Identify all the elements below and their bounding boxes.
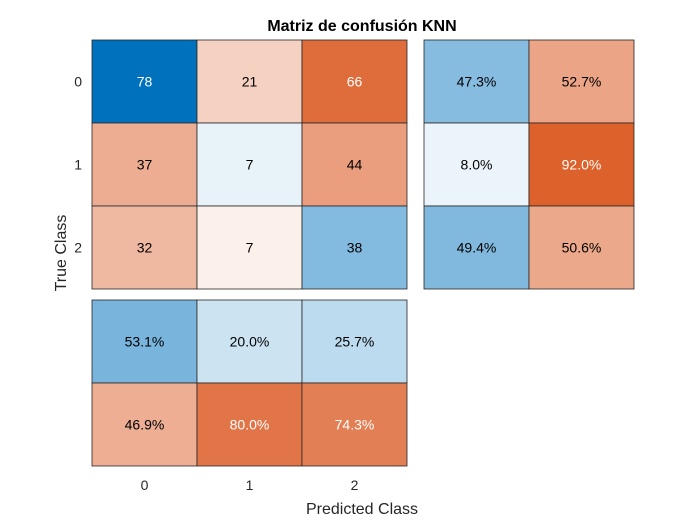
- column-summary-cell-0-0-label: 53.1%: [125, 334, 165, 350]
- y-tick-label: 0: [74, 74, 82, 90]
- row-summary-matrix: 47.3% 52.7% 8.0% 92.0% 49.4% 50.6%: [423, 39, 635, 290]
- column-summary-cell-1-1-label: 80.0%: [230, 417, 270, 433]
- column-summary-cell-0-0: [91, 299, 198, 384]
- row-summary-cell-1-1-label: 92.0%: [562, 157, 602, 173]
- x-tick-label: 0: [141, 477, 149, 493]
- row-summary-cell-0-1-label: 52.7%: [562, 74, 602, 90]
- confusion-matrix: 78 21 66 37 7 44 32 7 38: [91, 39, 408, 290]
- confusion-cell-2-2-label: 38: [347, 240, 363, 256]
- column-summary-cell-1-0-label: 46.9%: [125, 417, 165, 433]
- confusion-cell-1-2: [301, 122, 408, 207]
- row-summary-cell-2-1-label: 50.6%: [562, 240, 602, 256]
- chart-title: Matriz de confusión KNN: [267, 18, 456, 35]
- x-axis-ticks: 0 1 2: [141, 477, 359, 493]
- column-summary-cell-1-1: [196, 382, 303, 467]
- confusion-cell-0-2: [301, 39, 408, 124]
- row-summary-cell-0-0-label: 47.3%: [457, 74, 497, 90]
- row-summary-cell-0-1: [528, 39, 635, 124]
- y-tick-label: 2: [74, 240, 82, 256]
- column-summary-cell-0-2: [301, 299, 408, 384]
- column-summary-cell-0-1: [196, 299, 303, 384]
- confusion-cell-2-2: [301, 205, 408, 290]
- confusion-cell-2-1-label: 7: [246, 240, 254, 256]
- y-axis-ticks: 0 1 2: [74, 74, 82, 256]
- confusion-cell-0-1-label: 21: [242, 74, 258, 90]
- column-summary-cell-0-2-label: 25.7%: [335, 334, 375, 350]
- column-summary-cell-1-2-label: 74.3%: [335, 417, 375, 433]
- x-tick-label: 1: [246, 477, 254, 493]
- column-summary-cell-1-0: [91, 382, 198, 467]
- row-summary-cell-2-0-label: 49.4%: [457, 240, 497, 256]
- y-axis-label: True Class: [53, 215, 70, 292]
- row-summary-cell-2-1: [528, 205, 635, 290]
- confusion-cell-0-0-label: 78: [137, 74, 153, 90]
- row-summary-cell-2-0: [423, 205, 530, 290]
- row-summary-cell-0-0: [423, 39, 530, 124]
- column-summary-cell-0-1-label: 20.0%: [230, 334, 270, 350]
- x-tick-label: 2: [351, 477, 359, 493]
- confusion-cell-1-0-label: 37: [137, 157, 153, 173]
- confusion-cell-1-2-label: 44: [347, 157, 363, 173]
- confusion-cell-2-1: [196, 205, 303, 290]
- confusion-cell-0-0: [91, 39, 198, 124]
- confusion-cell-2-0: [91, 205, 198, 290]
- confusion-cell-1-1-label: 7: [246, 157, 254, 173]
- row-summary-cell-1-0: [423, 122, 530, 207]
- row-summary-cell-1-0-label: 8.0%: [461, 157, 493, 173]
- column-summary-cell-1-2: [301, 382, 408, 467]
- confusion-cell-1-0: [91, 122, 198, 207]
- confusion-cell-0-2-label: 66: [347, 74, 363, 90]
- confusion-cell-0-1: [196, 39, 303, 124]
- y-tick-label: 1: [74, 157, 82, 173]
- confusion-cell-2-0-label: 32: [137, 240, 153, 256]
- column-summary-matrix: 53.1% 20.0% 25.7% 46.9% 80.0% 74.3%: [91, 299, 408, 467]
- x-axis-label: Predicted Class: [306, 501, 418, 518]
- confusion-cell-1-1: [196, 122, 303, 207]
- row-summary-cell-1-1: [528, 122, 635, 207]
